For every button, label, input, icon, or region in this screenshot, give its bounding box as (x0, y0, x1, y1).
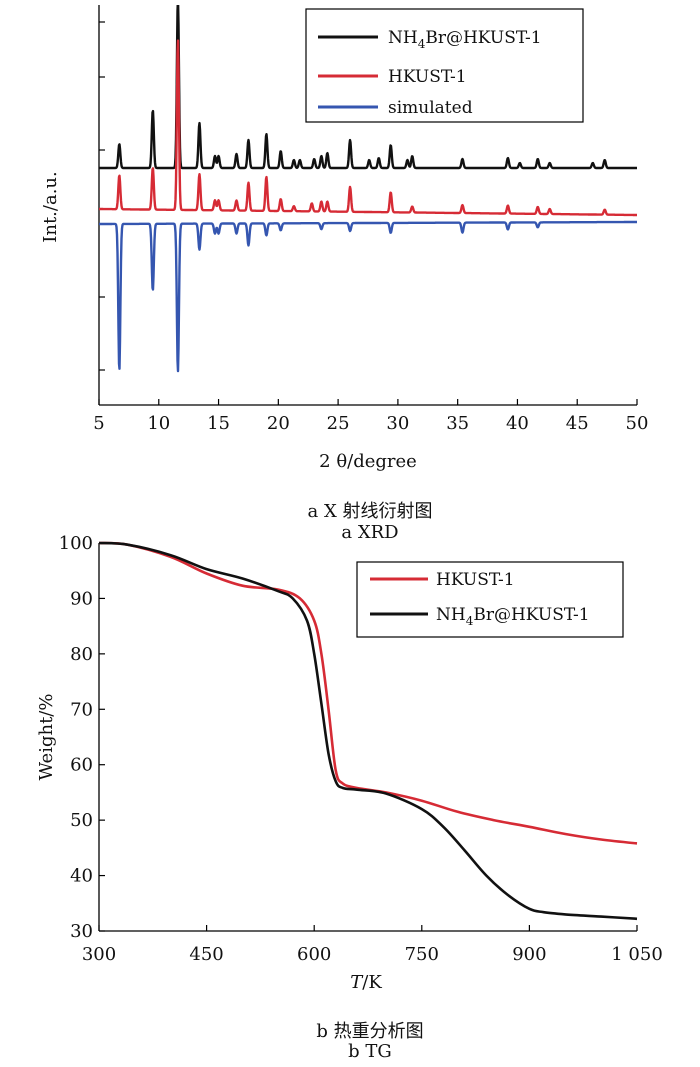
caption-b-english: b TG (348, 1041, 392, 1062)
caption-a-chinese: a X 射线衍射图 (307, 501, 433, 522)
caption-b-chinese: b 热重分析图 (316, 1021, 424, 1042)
tg-x-tick-label: 300 (82, 944, 116, 965)
xrd-x-tick-label: 45 (566, 413, 589, 434)
tg-legend-hkust1-label: HKUST-1 (436, 570, 515, 590)
xrd-legend-box (305, 8, 584, 123)
tg-y-tick-label: 60 (70, 755, 93, 776)
tg-series-hkust1 (98, 541, 638, 845)
xrd-x-tick-label: 15 (207, 413, 230, 434)
xrd-legend-nh4br-label: NH4Br@HKUST-1 (388, 28, 542, 51)
tg-x-tick-label: 600 (297, 944, 331, 965)
xrd-series-nh4br (99, 5, 637, 170)
xrd-x-tick-label: 25 (327, 413, 350, 434)
xrd-x-tick-label: 50 (626, 413, 649, 434)
tg-legend-nh4br-label: NH4Br@HKUST-1 (436, 605, 590, 628)
tg-chart: 30 40 50 60 70 80 90 100 300 450 600 750 900 1 050 T/K… (36, 533, 663, 993)
tg-y-tick-label: 30 (70, 921, 93, 942)
xrd-x-tick-label: 30 (386, 413, 409, 434)
tg-y-tick-label: 50 (70, 810, 93, 831)
xrd-series-hkust1 (99, 39, 637, 217)
tg-x-tick-label: 1 050 (611, 944, 663, 965)
tg-legend-box (356, 561, 624, 638)
tg-y-tick-label: 100 (59, 533, 93, 554)
xrd-x-tick-label: 40 (506, 413, 529, 434)
xrd-y-axis-label: Int./a.u. (40, 171, 61, 243)
tg-x-tick-label: 900 (512, 944, 546, 965)
tg-y-tick-label: 90 (70, 588, 93, 609)
tg-x-tick-label: 750 (405, 944, 439, 965)
xrd-x-tick-label: 35 (446, 413, 469, 434)
xrd-series-simulated (99, 220, 637, 373)
xrd-x-axis-label: 2 θ/degree (319, 451, 417, 472)
tg-x-axis-label: T/K (350, 972, 382, 993)
caption-a-english: a XRD (341, 522, 399, 543)
xrd-x-tick-label: 20 (267, 413, 290, 434)
tg-x-tick-label: 450 (189, 944, 223, 965)
tg-y-axis-label: Weight/% (36, 694, 57, 781)
xrd-legend-simulated-label: simulated (388, 98, 473, 118)
tg-y-tick-label: 80 (70, 644, 93, 665)
tg-legend: HKUST-1 NH4Br@HKUST-1 (356, 561, 624, 638)
tg-series-nh4br (98, 541, 638, 921)
xrd-x-tick-label: 5 (93, 413, 104, 434)
xrd-legend: NH4Br@HKUST-1 HKUST-1 simulated (305, 8, 584, 123)
xrd-chart: 5 10 15 20 25 30 35 40 45 50 2 θ/degree Int./a.u. NH… (40, 5, 649, 472)
tg-y-tick-label: 70 (70, 699, 93, 720)
xrd-x-tick-label: 10 (147, 413, 170, 434)
tg-y-tick-label: 40 (70, 866, 93, 887)
xrd-legend-hkust1-label: HKUST-1 (388, 67, 467, 87)
